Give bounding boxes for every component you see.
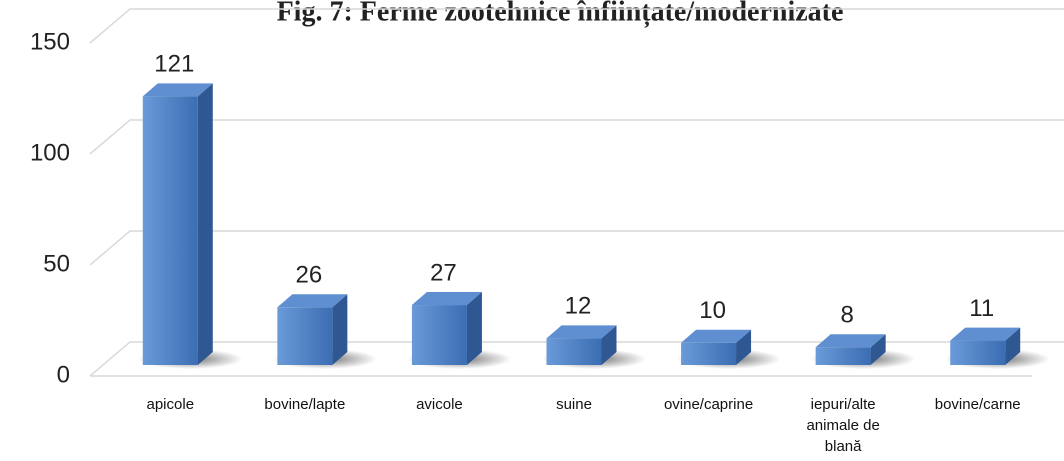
bar <box>546 338 602 365</box>
x-tick-label: bovine/carne <box>934 396 1021 413</box>
x-tick-label-box: ovine/caprine <box>663 396 754 413</box>
bar <box>681 342 737 365</box>
grid-line <box>89 8 1064 44</box>
bar <box>950 340 1006 365</box>
x-tick-label-box: iepuri/alte animale de blană <box>806 396 880 455</box>
bar-side <box>197 83 213 365</box>
bar-side <box>870 334 886 365</box>
bar-top <box>546 325 617 339</box>
bar-side <box>1005 327 1021 365</box>
grid-line <box>89 230 1064 266</box>
x-tick-label: apicole <box>146 396 195 413</box>
value-label: 26 <box>296 262 323 289</box>
bar-top <box>142 83 213 97</box>
y-tick-label: 100 <box>30 139 70 166</box>
y-tick-label: 0 <box>57 361 70 388</box>
x-tick-label-box: bovine/carne <box>934 396 1021 413</box>
x-tick-label: iepuri/alte animale de blană <box>806 396 880 455</box>
bar-top <box>681 329 752 343</box>
value-label: 8 <box>840 302 853 329</box>
value-label: 121 <box>154 51 194 78</box>
bar-top <box>411 292 482 306</box>
value-label: 11 <box>969 295 994 322</box>
x-tick-label: ovine/caprine <box>663 396 754 413</box>
grid-line <box>89 119 1064 155</box>
y-tick-label: 50 <box>43 250 70 277</box>
x-tick-label: suine <box>556 396 592 413</box>
x-tick-label-box: apicole <box>146 396 195 413</box>
bar-side <box>466 292 482 365</box>
value-label: 10 <box>699 297 726 324</box>
bar-side <box>332 294 348 365</box>
chart-title: Fig. 7: Ferme zootehnice înființate/mode… <box>277 0 844 27</box>
bar-top <box>950 327 1021 341</box>
bar <box>277 307 333 365</box>
bar-side <box>736 329 752 365</box>
bar <box>142 96 198 365</box>
x-tick-label: avicole <box>416 396 463 413</box>
x-tick-label-box: bovine/lapte <box>264 396 346 413</box>
bar-top <box>815 334 886 348</box>
value-label: 12 <box>565 293 592 320</box>
x-tick-label: bovine/lapte <box>264 396 346 413</box>
bar-top <box>277 294 348 308</box>
value-label: 27 <box>430 259 457 286</box>
grid-line <box>89 341 1064 377</box>
x-tick-label-box: avicole <box>416 396 463 413</box>
bar <box>411 305 467 365</box>
bar <box>815 347 871 365</box>
y-tick-label: 150 <box>30 28 70 55</box>
x-tick-label-box: suine <box>556 396 592 413</box>
bar-side <box>601 325 617 365</box>
